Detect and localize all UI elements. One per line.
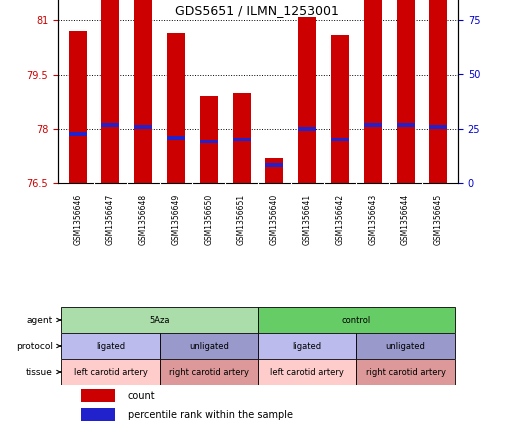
Bar: [258, 307, 455, 333]
Text: right carotid artery: right carotid artery: [366, 368, 446, 376]
Text: GSM1356644: GSM1356644: [401, 194, 410, 245]
Text: GSM1356650: GSM1356650: [204, 194, 213, 245]
Text: 5Aza: 5Aza: [149, 316, 170, 324]
Bar: [167, 136, 185, 140]
Text: GSM1356646: GSM1356646: [73, 194, 82, 245]
Text: left carotid artery: left carotid artery: [73, 368, 147, 376]
Bar: [331, 35, 349, 183]
Text: GSM1356641: GSM1356641: [303, 194, 312, 245]
Bar: [265, 163, 283, 167]
Text: percentile rank within the sample: percentile rank within the sample: [128, 409, 292, 420]
Text: control: control: [342, 316, 371, 324]
Text: unligated: unligated: [386, 341, 425, 351]
Bar: [61, 307, 258, 333]
Text: unligated: unligated: [189, 341, 229, 351]
Bar: [357, 359, 455, 385]
Bar: [265, 158, 283, 183]
Bar: [232, 93, 251, 183]
Text: right carotid artery: right carotid artery: [169, 368, 249, 376]
Bar: [331, 138, 349, 141]
Text: agent: agent: [27, 316, 53, 324]
Bar: [200, 140, 218, 143]
Bar: [364, 124, 382, 127]
Text: GSM1356640: GSM1356640: [270, 194, 279, 245]
Bar: [429, 125, 447, 129]
Bar: [69, 132, 87, 136]
Bar: [258, 333, 357, 359]
Text: protocol: protocol: [16, 341, 53, 351]
Bar: [364, 0, 382, 183]
Bar: [160, 359, 258, 385]
Text: GSM1356651: GSM1356651: [237, 194, 246, 245]
Bar: [160, 333, 258, 359]
Text: GSM1356643: GSM1356643: [368, 194, 377, 245]
Bar: [232, 138, 251, 141]
Bar: [61, 359, 160, 385]
Bar: [357, 333, 455, 359]
Bar: [69, 31, 87, 183]
Bar: [82, 389, 115, 402]
Bar: [429, 0, 447, 183]
Bar: [102, 0, 120, 183]
Text: GDS5651 / ILMN_1253001: GDS5651 / ILMN_1253001: [174, 4, 339, 17]
Bar: [167, 33, 185, 183]
Bar: [200, 96, 218, 183]
Text: count: count: [128, 390, 155, 401]
Text: GSM1356642: GSM1356642: [336, 194, 344, 245]
Bar: [258, 359, 357, 385]
Bar: [298, 16, 316, 183]
Text: GSM1356645: GSM1356645: [434, 194, 443, 245]
Text: GSM1356647: GSM1356647: [106, 194, 115, 245]
Bar: [134, 125, 152, 129]
Bar: [61, 333, 160, 359]
Bar: [134, 0, 152, 183]
Text: GSM1356649: GSM1356649: [171, 194, 181, 245]
Bar: [102, 124, 120, 127]
Text: ligated: ligated: [292, 341, 322, 351]
Bar: [397, 0, 415, 183]
Text: left carotid artery: left carotid artery: [270, 368, 344, 376]
Text: GSM1356648: GSM1356648: [139, 194, 148, 245]
Bar: [82, 408, 115, 421]
Bar: [397, 124, 415, 127]
Text: tissue: tissue: [26, 368, 53, 376]
Text: ligated: ligated: [96, 341, 125, 351]
Bar: [298, 127, 316, 131]
